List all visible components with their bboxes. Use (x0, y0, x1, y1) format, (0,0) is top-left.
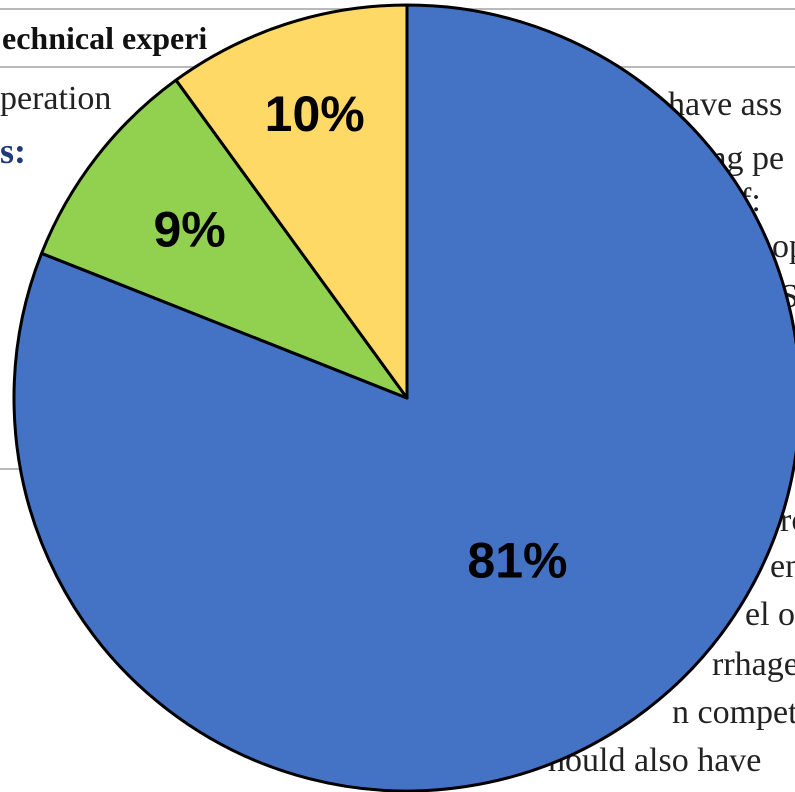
doc-line: el ol (745, 596, 795, 633)
doc-line: rrhage (712, 646, 795, 683)
slice-data-label: 81% (467, 533, 567, 589)
doc-accent-line: s: (0, 131, 26, 171)
doc-line: en (770, 548, 795, 585)
doc-line: op (772, 228, 795, 265)
doc-line: have ass (668, 86, 783, 123)
pie-slice (40, 78, 409, 400)
doc-line: n compet (672, 694, 795, 731)
slice-data-label: 9% (153, 201, 225, 257)
doc-heading: echnical experi (2, 20, 208, 56)
doc-line: peration (0, 80, 112, 117)
slice-data-label: 10% (265, 86, 365, 142)
pie-slice (174, 3, 409, 400)
